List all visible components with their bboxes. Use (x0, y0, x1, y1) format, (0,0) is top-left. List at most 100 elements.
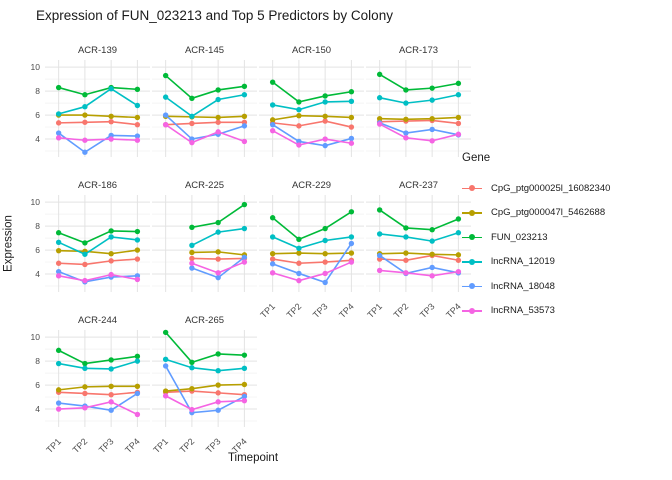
series-line-lncRNA_12019 (165, 93, 245, 118)
data-point-lncRNA_53573 (134, 137, 141, 143)
data-point-lncRNA_12019 (403, 234, 409, 240)
facet-title: ACR-186 (78, 180, 117, 191)
data-point-CpG_ptg000047l_5462688 (134, 114, 141, 121)
data-point-CpG_ptg000047l_5462688 (108, 113, 114, 119)
facet-ACR-139: ACR-139 4 6 8 10 (31, 45, 150, 157)
series-line-lncRNA_18048 (379, 122, 459, 136)
data-point-CpG_ptg000025l_16082340 (296, 260, 302, 266)
series-line-lncRNA_12019 (58, 87, 138, 115)
data-point-lncRNA_12019 (322, 237, 328, 244)
facet-ACR-186: ACR-186 4 6 8 10 (31, 180, 150, 292)
y-tick-label: 4 (35, 134, 40, 144)
data-point-lncRNA_18048 (215, 407, 221, 413)
data-point-FUN_023213 (82, 240, 88, 246)
series-line-FUN_023213 (58, 230, 138, 244)
x-tick-label: TP1 (258, 301, 277, 320)
data-point-FUN_023213 (134, 86, 141, 93)
data-point-lncRNA_12019 (241, 92, 248, 98)
legend-item-label: CpG_ptg000047l_5462688 (491, 207, 606, 219)
data-point-CpG_ptg000025l_16082340 (322, 118, 328, 124)
data-point-lncRNA_18048 (376, 252, 383, 259)
facet-ACR-237: ACR-237 TP1 TP2 TP3 TP4 (365, 180, 471, 320)
series-line-CpG_ptg000047l_5462688 (58, 114, 138, 119)
facet-ACR-244: ACR-244 4 6 8 10 TP1 TP2 TP3 TP4 (31, 315, 150, 455)
data-point-lncRNA_12019 (455, 230, 462, 236)
data-point-lncRNA_53573 (455, 131, 462, 137)
data-point-CpG_ptg000047l_5462688 (241, 381, 248, 388)
data-point-lncRNA_53573 (241, 259, 248, 265)
data-point-lncRNA_12019 (241, 225, 248, 232)
data-point-lncRNA_53573 (215, 270, 221, 276)
data-point-FUN_023213 (241, 352, 248, 358)
data-point-lncRNA_12019 (296, 106, 302, 113)
data-point-lncRNA_53573 (215, 399, 221, 405)
data-point-lncRNA_18048 (162, 112, 169, 118)
data-point-lncRNA_18048 (296, 270, 302, 277)
facet-ACR-225: ACR-225 (152, 180, 257, 292)
data-point-lncRNA_12019 (348, 98, 355, 105)
facet-ACR-173: ACR-173 (366, 45, 471, 157)
data-point-lncRNA_18048 (134, 133, 141, 139)
series-line-FUN_023213 (272, 81, 352, 103)
data-point-FUN_023213 (429, 227, 435, 233)
legend-item-CpG_ptg000047l_5462688: CpG_ptg000047l_5462688 (462, 201, 670, 226)
data-point-lncRNA_53573 (82, 277, 88, 284)
data-point-lncRNA_18048 (322, 279, 328, 286)
data-point-FUN_023213 (348, 89, 355, 95)
data-point-FUN_023213 (82, 360, 88, 367)
data-point-FUN_023213 (403, 225, 409, 231)
legend-title: Gene (462, 152, 491, 164)
data-point-CpG_ptg000025l_16082340 (322, 259, 328, 265)
data-point-FUN_023213 (322, 93, 328, 99)
facet-grid-canvas: ACR-139 4 6 8 10 ACR-145 ACR-150 ACR-173 ACR-186… (31, 45, 471, 455)
data-point-lncRNA_18048 (162, 363, 169, 369)
data-point-lncRNA_18048 (322, 142, 328, 149)
data-point-CpG_ptg000047l_5462688 (322, 250, 328, 257)
data-point-lncRNA_53573 (162, 121, 169, 128)
data-point-lncRNA_12019 (455, 92, 462, 98)
data-point-lncRNA_53573 (455, 268, 462, 275)
data-point-FUN_023213 (189, 359, 195, 366)
y-axis-title: Expression (2, 215, 15, 272)
data-point-CpG_ptg000047l_5462688 (322, 113, 328, 119)
series-line-FUN_023213 (379, 73, 459, 91)
series-line-FUN_023213 (58, 86, 138, 96)
series-line-lncRNA_18048 (58, 132, 138, 154)
data-point-CpG_ptg000025l_16082340 (134, 121, 141, 128)
data-point-lncRNA_12019 (429, 238, 435, 244)
data-point-CpG_ptg000025l_16082340 (82, 119, 88, 125)
series-line-FUN_023213 (58, 349, 138, 365)
y-tick-label: 10 (31, 197, 41, 207)
data-point-FUN_023213 (241, 201, 248, 208)
facet-ACR-145: ACR-145 (152, 45, 257, 157)
data-point-FUN_023213 (108, 357, 114, 363)
data-point-lncRNA_53573 (376, 267, 383, 274)
data-point-CpG_ptg000047l_5462688 (269, 250, 276, 257)
series-line-lncRNA_18048 (272, 123, 352, 147)
data-point-FUN_023213 (55, 347, 62, 354)
x-tick-label: TP1 (151, 436, 170, 455)
series-line-lncRNA_53573 (379, 123, 459, 142)
data-point-lncRNA_18048 (55, 268, 62, 275)
data-point-FUN_023213 (215, 219, 221, 226)
data-point-lncRNA_53573 (403, 270, 409, 276)
data-point-lncRNA_12019 (189, 113, 195, 119)
data-point-lncRNA_12019 (215, 368, 221, 374)
data-point-lncRNA_18048 (241, 393, 248, 400)
data-point-FUN_023213 (269, 215, 276, 221)
y-tick-label: 4 (35, 269, 40, 279)
data-point-CpG_ptg000047l_5462688 (348, 250, 355, 256)
data-point-CpG_ptg000025l_16082340 (403, 257, 409, 263)
data-point-CpG_ptg000047l_5462688 (55, 247, 62, 254)
data-point-CpG_ptg000047l_5462688 (82, 384, 88, 390)
data-point-CpG_ptg000047l_5462688 (215, 382, 221, 388)
legend-key-icon (462, 208, 482, 218)
y-tick-label: 10 (31, 62, 41, 72)
data-point-lncRNA_12019 (348, 234, 355, 240)
x-tick-label: TP2 (392, 301, 411, 320)
data-point-lncRNA_53573 (134, 411, 141, 418)
data-point-CpG_ptg000047l_5462688 (241, 113, 248, 119)
data-point-lncRNA_12019 (162, 356, 169, 363)
